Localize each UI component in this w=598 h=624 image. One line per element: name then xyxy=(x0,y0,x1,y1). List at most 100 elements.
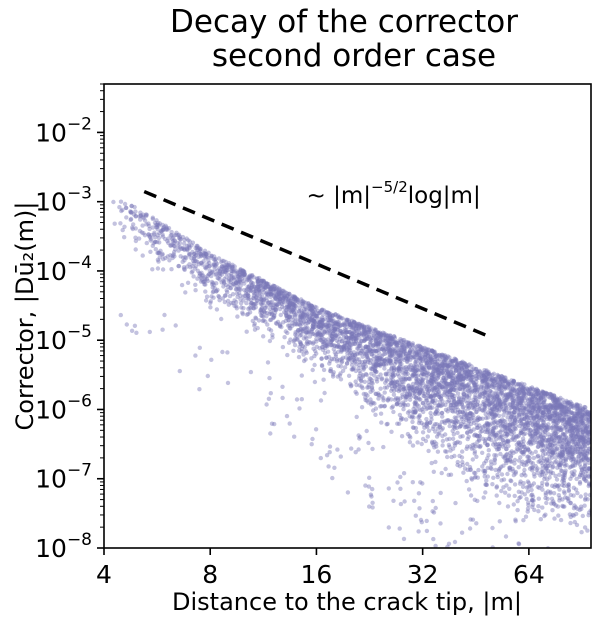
scatter-point xyxy=(286,340,292,345)
scatter-point xyxy=(508,405,513,410)
scatter-point xyxy=(420,377,425,382)
scatter-point xyxy=(368,366,373,371)
scatter-point xyxy=(513,471,518,476)
scatter-point xyxy=(414,368,419,373)
scatter-point xyxy=(311,341,316,346)
scatter-point xyxy=(440,414,445,419)
scatter-point xyxy=(261,318,266,323)
scatter-point xyxy=(349,323,354,328)
scatter-point xyxy=(510,401,515,406)
scatter-point xyxy=(522,492,527,497)
scatter-point xyxy=(558,410,563,415)
scatter-point xyxy=(410,355,415,360)
scatter-point xyxy=(530,414,535,419)
scatter-point xyxy=(436,371,441,376)
scatter-point xyxy=(505,392,510,397)
scatter-point xyxy=(545,394,551,399)
scatter-point xyxy=(268,431,273,436)
scatter-point xyxy=(402,388,407,393)
scatter-point xyxy=(348,384,354,389)
scatter-point xyxy=(481,408,486,413)
scatter-point xyxy=(548,392,553,397)
scatter-point xyxy=(292,300,297,305)
scatter-point xyxy=(566,400,571,405)
scatter-point xyxy=(540,480,545,485)
scatter-point xyxy=(424,416,429,422)
scatter-point xyxy=(219,280,224,285)
scatter-point xyxy=(575,596,579,600)
scatter-point xyxy=(489,390,495,395)
scatter-point xyxy=(546,425,551,430)
scatter-point xyxy=(562,422,568,427)
scatter-point xyxy=(452,539,458,545)
scatter-point xyxy=(378,404,383,409)
scatter-point xyxy=(468,411,473,416)
scatter-point xyxy=(221,279,227,285)
scatter-point xyxy=(272,295,278,301)
scatter-point xyxy=(401,536,407,542)
scatter-point xyxy=(541,410,546,416)
scatter-point xyxy=(160,227,165,233)
scatter-point xyxy=(470,557,474,561)
scatter-point xyxy=(366,440,371,446)
scatter-point xyxy=(423,438,429,444)
scatter-point xyxy=(277,323,283,328)
scatter-point xyxy=(263,305,268,310)
scatter-point xyxy=(365,385,370,390)
scatter-point xyxy=(224,274,229,280)
scatter-point xyxy=(227,293,233,299)
scatter-point xyxy=(193,288,198,293)
scatter-point xyxy=(251,303,256,308)
scatter-point xyxy=(522,382,527,387)
scatter-point xyxy=(271,287,276,292)
scatter-point xyxy=(525,414,530,419)
scatter-point xyxy=(409,415,414,420)
scatter-point xyxy=(448,472,454,477)
scatter-point xyxy=(334,327,340,332)
scatter-point xyxy=(471,427,476,432)
scatter-point xyxy=(513,407,518,413)
scatter-point xyxy=(357,324,362,329)
scatter-point xyxy=(523,406,529,411)
scatter-point xyxy=(254,284,260,289)
scatter-point xyxy=(360,354,365,359)
scatter-point xyxy=(526,425,531,430)
scatter-point xyxy=(244,296,250,301)
scatter-point xyxy=(503,490,508,495)
scatter-point xyxy=(494,484,500,489)
scatter-point xyxy=(325,344,330,349)
scatter-point xyxy=(300,315,305,320)
scatter-point xyxy=(434,441,439,446)
scatter-point xyxy=(568,565,572,569)
scatter-point xyxy=(557,583,561,587)
scatter-point xyxy=(417,506,422,511)
scatter-point xyxy=(242,274,247,280)
scatter-point xyxy=(147,223,152,229)
scatter-point xyxy=(567,609,571,613)
scatter-point xyxy=(252,323,257,328)
scatter-point xyxy=(487,570,491,574)
scatter-point xyxy=(391,367,397,372)
scatter-point xyxy=(562,480,567,485)
scatter-point xyxy=(147,329,152,335)
scatter-point xyxy=(440,385,445,390)
scatter-point xyxy=(453,562,457,566)
scatter-point xyxy=(431,536,436,542)
scatter-point xyxy=(505,439,511,444)
scatter-point xyxy=(456,386,461,391)
scatter-point xyxy=(371,362,376,368)
scatter-point xyxy=(311,322,317,327)
scatter-point xyxy=(132,323,138,328)
scatter-point xyxy=(246,295,251,300)
scatter-point xyxy=(415,440,420,445)
scatter-point xyxy=(347,341,352,347)
scatter-point xyxy=(259,293,265,298)
scatter-point xyxy=(501,463,506,468)
scatter-point xyxy=(543,492,548,497)
scatter-point xyxy=(182,241,187,246)
scatter-point xyxy=(458,423,463,429)
scatter-point xyxy=(541,423,546,428)
scatter-point xyxy=(342,329,347,334)
scatter-point xyxy=(505,394,511,400)
scatter-point xyxy=(437,422,442,427)
